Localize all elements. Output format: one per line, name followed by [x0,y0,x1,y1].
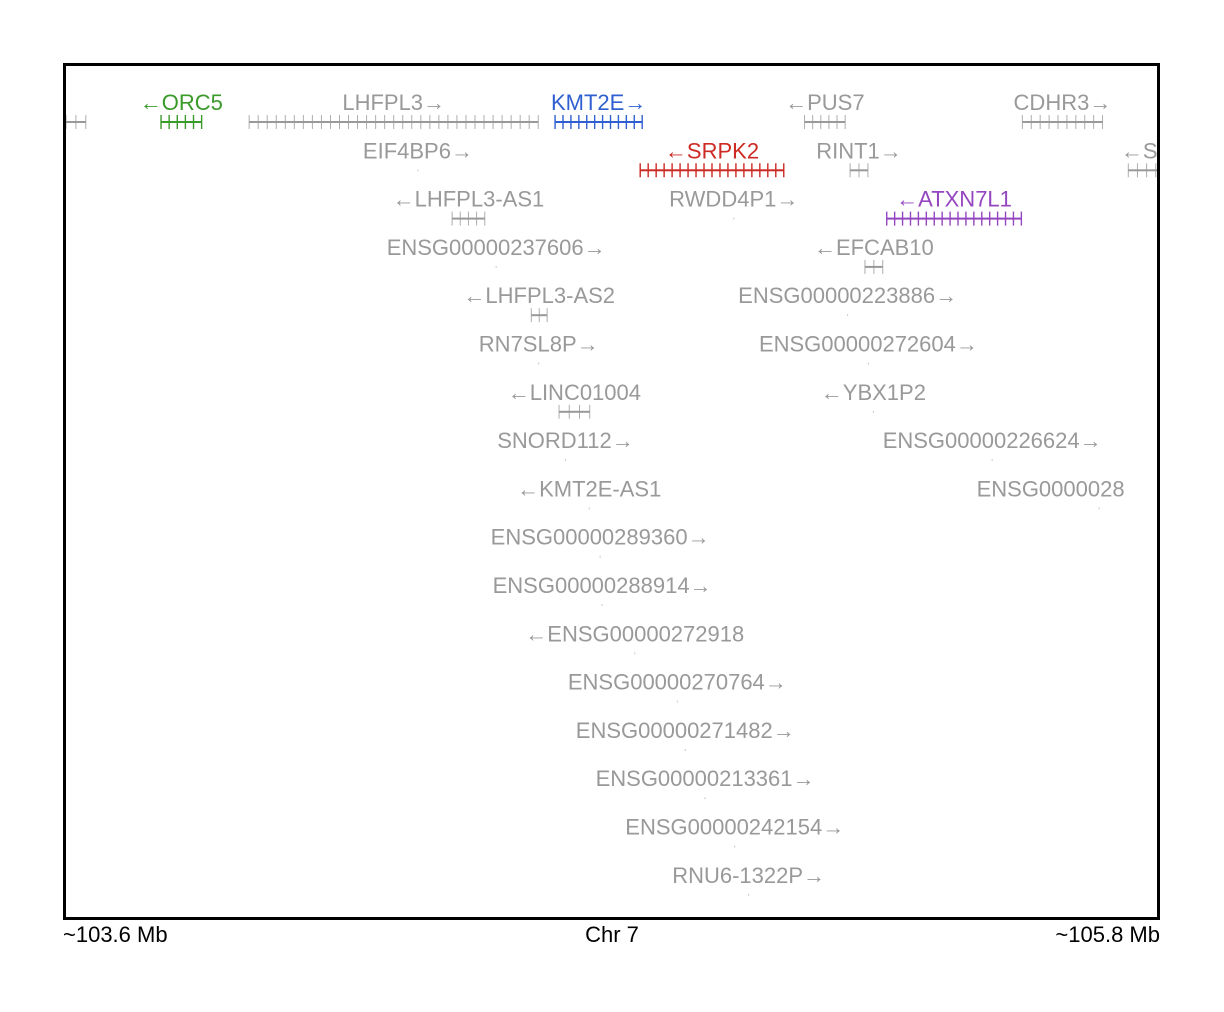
gene-body [559,410,590,413]
gene-body [867,362,869,365]
gene-label: ENSG00000289360→ [491,525,710,550]
gene-ensg00000226624: ENSG00000226624→ [883,428,1102,462]
gene-body [991,459,993,462]
gene-body [1128,169,1157,172]
gene-label: RINT1→ [816,138,902,163]
region-end-label: ~105.8 Mb [1055,922,1160,947]
gene-label: RNU6-1322P→ [672,863,825,888]
gene-label: RN7SL8P→ [479,332,599,357]
gene-body [1022,121,1103,123]
gene-label: SNORD112→ [497,428,634,453]
gene-body [684,748,686,751]
gene-label: ←SY [1121,138,1157,163]
gene-lhfpl3-as2: ←LHFPL3-AS2 [463,283,615,323]
gene-track: ←ORC5 LHFPL3→ KMT2E→ ←PUS7 CDHR3→ EIF4BP6→ ←SR… [66,90,1157,896]
gene-body [564,459,566,462]
gene-body [1098,507,1100,510]
gene-body [495,265,497,268]
gene-label: ←PUS7 [785,90,864,115]
gene-label: ENSG00000242154→ [625,815,844,840]
gene-body [748,893,750,896]
gene-lhfpl3-as1: ←LHFPL3-AS1 [393,187,545,226]
gene-offscreen-left [66,115,87,129]
gene-lhfpl3: LHFPL3→ [248,90,539,129]
gene-orc5: ←ORC5 [140,90,223,129]
gene-body [847,314,849,317]
gene-label: ENSG00000237606→ [387,235,606,260]
region-start-label: ~103.6 Mb [63,922,168,947]
gene-body [676,700,678,703]
gene-body [601,604,603,606]
gene-ensg00000213361: ENSG00000213361→ [596,766,815,800]
gene-ensg00000271482: ENSG00000271482→ [576,718,795,751]
gene-rn7sl8p: RN7SL8P→ [479,332,599,365]
gene-body [733,217,735,220]
gene-label: ←ENSG00000272918 [525,621,744,646]
gene-track-frame: ←ORC5 LHFPL3→ KMT2E→ ←PUS7 CDHR3→ EIF4BP6→ ←SR… [63,63,1160,920]
gene-label: ←LHFPL3-AS2 [463,283,615,308]
gene-label: ←EFCAB10 [814,235,934,260]
gene-atxn7l1: ←ATXN7L1 [886,187,1023,226]
gene-label: ←ATXN7L1 [896,187,1012,212]
gene-label: EIF4BP6→ [363,138,473,163]
gene-ensg0000028: ENSG0000028 [977,476,1125,510]
gene-label: KMT2E→ [551,90,646,115]
gene-label: ←LHFPL3-AS1 [393,187,545,212]
gene-label: ENSG00000270764→ [568,670,787,695]
gene-label: ←YBX1P2 [821,380,926,405]
gene-body [734,845,736,848]
gene-label: ←KMT2E-AS1 [517,476,661,501]
gene-body [161,121,202,123]
gene-label: ←LINC01004 [508,380,641,405]
gene-body [417,169,419,172]
gene-label: ENSG00000223886→ [738,283,957,308]
gene-label: ←ORC5 [140,90,223,115]
gene-body [886,217,1022,220]
gene-rint1: RINT1→ [816,138,902,178]
gene-eif4bp6: EIF4BP6→ [363,138,473,172]
gene-ensg00000242154: ENSG00000242154→ [625,815,844,848]
gene-body [704,797,706,800]
gene-rwdd4p1: RWDD4P1→ [669,187,798,220]
gene-ybx1p2: ←YBX1P2 [821,380,926,413]
gene-ensg00000223886: ENSG00000223886→ [738,283,957,317]
gene-linc01004: ←LINC01004 [508,380,641,419]
gene-label: ENSG00000271482→ [576,718,795,743]
gene-label: ENSG00000226624→ [883,428,1102,453]
gene-label: CDHR3→ [1014,90,1112,115]
gene-label: ←SRPK2 [665,138,759,163]
gene-body [599,555,601,558]
gene-label: ENSG0000028 [977,476,1125,501]
gene-srpk2: ←SRPK2 [639,138,785,178]
gene-body [872,410,874,413]
gene-ensg00000272604: ENSG00000272604→ [759,332,978,365]
gene-body [538,362,540,365]
gene-kmt2e: KMT2E→ [551,90,646,129]
gene-cdhr3: CDHR3→ [1014,90,1112,129]
gene-label: LHFPL3→ [342,90,445,115]
gene-efcab10: ←EFCAB10 [814,235,934,274]
gene-ensg00000270764: ENSG00000270764→ [568,670,787,703]
gene-ensg00000237606: ENSG00000237606→ [387,235,606,268]
gene-kmt2e-as1: ←KMT2E-AS1 [517,476,661,510]
gene-rnu6-1322p: RNU6-1322P→ [672,863,825,896]
gene-sy: ←SY [1121,138,1157,178]
gene-ensg00000288914: ENSG00000288914→ [493,573,712,606]
gene-body [634,652,636,655]
chromosome-label: Chr 7 [585,922,639,947]
gene-body [555,121,643,123]
gene-ensg00000272918: ←ENSG00000272918 [525,621,744,655]
gene-body [804,121,846,123]
gene-label: RWDD4P1→ [669,187,798,212]
gene-pus7: ←PUS7 [785,90,865,129]
gene-label: ENSG00000272604→ [759,332,978,357]
gene-label: ENSG00000288914→ [493,573,712,598]
gene-ensg00000289360: ENSG00000289360→ [491,525,710,558]
gene-snord112: SNORD112→ [497,428,634,462]
gene-body [588,507,590,510]
gene-label: ENSG00000213361→ [596,766,815,791]
